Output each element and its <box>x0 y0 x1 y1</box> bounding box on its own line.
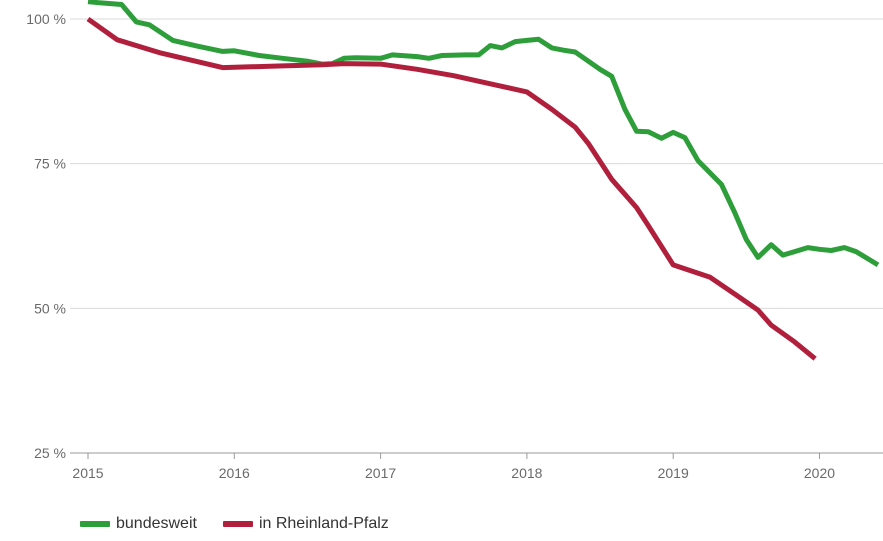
y-axis-labels: 100 % 75 % 50 % 25 % <box>26 11 66 461</box>
legend-label-rheinland-pfalz: in Rheinland-Pfalz <box>258 515 389 532</box>
x-tick-label-2017: 2017 <box>365 465 396 481</box>
series-line-rheinland-pfalz <box>86 16 817 361</box>
y-tick-label-75: 75 % <box>34 156 66 172</box>
y-tick-label-100: 100 % <box>26 11 66 27</box>
x-tick-label-2018: 2018 <box>511 465 542 481</box>
line-chart: 100 %75 %50 %25 % 2015 2016 2017 2018 2019 20… <box>26 0 883 481</box>
series-line-bundesweit <box>87 0 880 268</box>
series-lines <box>86 0 880 361</box>
x-tick-label-2020: 2020 <box>804 465 835 481</box>
legend-label-bundesweit: bundesweit <box>116 515 197 532</box>
legend-swatch-rheinland-pfalz <box>222 521 253 527</box>
legend-swatch-bundesweit <box>80 521 110 527</box>
y-tick-label-25: 25 % <box>34 445 66 461</box>
x-tick-label-2019: 2019 <box>658 465 689 481</box>
legend: bundesweit in Rheinland-Pfalz <box>80 515 389 533</box>
x-tick-label-2016: 2016 <box>219 465 250 481</box>
x-tick-label-2015: 2015 <box>72 465 103 481</box>
legend-item-bundesweit[interactable]: bundesweit <box>80 515 197 533</box>
y-tick-label-50: 50 % <box>34 300 66 316</box>
gridlines <box>70 18 883 454</box>
x-axis-ticks: 2015 2016 2017 2018 2019 2020 <box>72 453 835 481</box>
legend-item-rheinland-pfalz[interactable]: in Rheinland-Pfalz <box>222 515 389 533</box>
